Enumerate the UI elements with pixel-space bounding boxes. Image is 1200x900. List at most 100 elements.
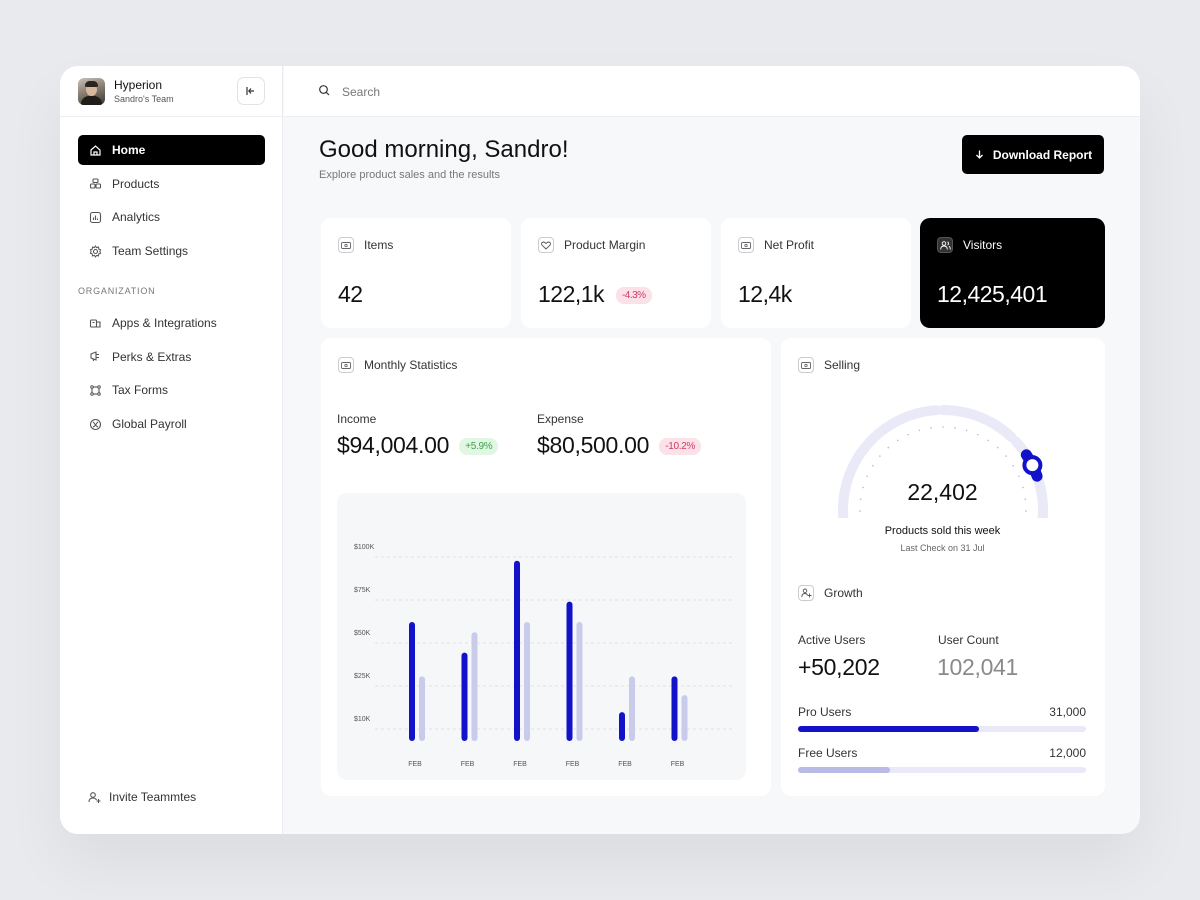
sidebar-item-label: Apps & Integrations (112, 316, 217, 330)
active-users-label: Active Users (798, 633, 866, 647)
product-margin-card: Product Margin 122,1k -4.3% (521, 218, 711, 328)
app-window: Hyperion Sandro's Team Home Products (60, 66, 1140, 834)
invite-teammates-button[interactable]: Invite Teammtes (88, 790, 196, 804)
growth-label: Growth (824, 586, 863, 600)
x-tick-label: FEB (461, 761, 475, 768)
net-profit-card-title: Net Profit (738, 237, 814, 253)
x-tick-label: FEB (671, 761, 685, 768)
x-tick-label: FEB (513, 761, 527, 768)
apps-icon (88, 316, 102, 330)
gauge-tick (859, 498, 862, 500)
gauge-tick (862, 486, 864, 489)
gauge-tick (1025, 510, 1027, 512)
profile-team: Sandro's Team (114, 94, 174, 104)
download-report-button[interactable]: Download Report (962, 135, 1104, 174)
net-profit-card-label: Net Profit (764, 238, 815, 252)
gauge-tick (872, 464, 874, 467)
collapse-sidebar-button[interactable] (237, 77, 265, 105)
avatar (78, 78, 105, 105)
bar (576, 622, 583, 741)
product-margin-card-value: 122,1k -4.3% (538, 281, 652, 308)
net-profit-card-value: 12,4k (738, 281, 792, 307)
gauge-tick (866, 475, 868, 478)
sidebar-item-team-settings[interactable]: Team Settings (78, 236, 265, 266)
bar (619, 712, 625, 741)
gauge-subcaption: Last Check on 31 Jul (900, 543, 985, 553)
gauge-tick (1012, 464, 1014, 467)
bar (524, 622, 530, 741)
bar (471, 632, 478, 741)
y-tick-label: $50K (354, 630, 371, 637)
gauge-tick (942, 426, 944, 428)
items-card-label: Items (364, 238, 394, 252)
gauge-tick (1005, 455, 1007, 457)
gauge-knob[interactable] (1022, 455, 1043, 476)
user-count-label: User Count (938, 633, 999, 647)
gauge-tick (976, 433, 979, 436)
gauge-tick (859, 510, 861, 512)
bar (419, 676, 425, 741)
income-amount: $94,004.00 (337, 432, 450, 458)
download-report-label: Download Report (992, 147, 1093, 162)
bar (681, 695, 688, 741)
sidebar-item-tax-forms[interactable]: Tax Forms (78, 375, 265, 405)
selling-card: Selling Growth (781, 338, 1105, 796)
analytics-icon (88, 210, 102, 224)
free-users-progress (798, 767, 1086, 773)
sidebar-item-label: Products (112, 176, 160, 191)
product-margin-card-label: Product Margin (564, 238, 646, 252)
gauge-tick (896, 439, 899, 442)
monthly-statistics-label: Monthly Statistics (364, 358, 458, 372)
items-card-title: Items (338, 237, 393, 253)
pro-users-label: Pro Users (798, 705, 852, 719)
sidebar: Hyperion Sandro's Team Home Products (60, 66, 283, 834)
bar (409, 622, 415, 741)
growth-title: Growth (798, 585, 863, 601)
visitors-card: Visitors 12,425,401 (920, 218, 1105, 328)
items-card-value: 42 (338, 281, 363, 307)
sidebar-item-global-payroll[interactable]: Global Payroll (78, 409, 265, 439)
gauge-tick (930, 427, 932, 429)
sidebar-item-analytics[interactable]: Analytics (78, 202, 265, 232)
products-icon (88, 177, 102, 191)
users-icon (937, 237, 953, 253)
sidebar-item-label: Analytics (112, 210, 161, 225)
gauge-track (938, 405, 1017, 443)
bar (514, 560, 520, 741)
bar (671, 676, 678, 741)
gauge-tick (965, 429, 968, 432)
perks-icon (88, 350, 102, 364)
bar (629, 676, 635, 741)
y-tick-label: $75K (354, 587, 371, 594)
x-tick-label: FEB (566, 761, 580, 768)
sidebar-item-perks-extras[interactable]: Perks & Extras (78, 342, 265, 372)
gauge-tick (996, 446, 999, 449)
gauge-tick (954, 427, 956, 429)
sidebar-item-products[interactable]: Products (78, 169, 265, 199)
selling-gauge (838, 405, 1048, 518)
selling-title: Selling (798, 357, 860, 373)
sidebar-item-home[interactable]: Home (78, 135, 265, 165)
gauge-tick (1018, 475, 1020, 478)
sidebar-item-label: Home (112, 143, 146, 157)
active-users-value: +50,202 (798, 654, 880, 680)
pro-users-progress-fill (798, 726, 980, 732)
ticket-icon (338, 237, 354, 253)
x-tick-label: FEB (618, 761, 632, 768)
sidebar-divider (60, 116, 283, 117)
items-card: Items 42 (321, 218, 511, 328)
search-input[interactable] (342, 82, 642, 102)
profile[interactable]: Hyperion Sandro's Team (78, 78, 266, 106)
topbar (284, 66, 1140, 117)
page-subtitle: Explore product sales and the results (319, 169, 500, 181)
visitors-card-title: Visitors (937, 237, 1002, 253)
gauge-tick (918, 429, 921, 432)
ticket-icon (798, 357, 814, 373)
sidebar-item-apps-integrations[interactable]: Apps & Integrations (78, 308, 265, 338)
sidebar-item-label: Tax Forms (112, 383, 169, 398)
gauge-tick (907, 433, 910, 436)
page-title: Good morning, Sandro! (319, 136, 569, 163)
gear-icon (88, 244, 102, 258)
visitors-card-value: 12,425,401 (937, 281, 1048, 307)
status-badge: +5.9% (459, 438, 499, 455)
